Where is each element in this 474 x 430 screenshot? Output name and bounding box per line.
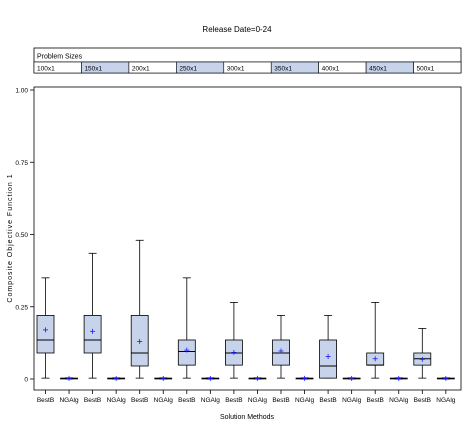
x-tick-label: NGAlg	[389, 397, 409, 404]
x-tick-label: BestB	[272, 397, 289, 404]
panel-header-label: Problem Sizes	[37, 54, 83, 61]
x-tick-label: BestB	[414, 397, 431, 404]
x-tick-label: BestB	[131, 397, 148, 404]
group-header-label: 300x1	[227, 66, 245, 73]
x-tick-label: NGAlg	[436, 397, 456, 404]
group-header-label: 150x1	[84, 66, 102, 73]
box-ngalg-300x1	[248, 375, 267, 381]
x-tick-label: NGAlg	[248, 397, 268, 404]
x-tick-label: NGAlg	[59, 397, 79, 404]
box-iqr	[83, 315, 102, 354]
box-bestb-450x1	[366, 302, 385, 379]
box-ngalg-500x1	[436, 375, 455, 381]
x-tick-label: NGAlg	[342, 397, 362, 404]
y-tick-label: 0	[24, 377, 28, 384]
x-tick-label: NGAlg	[295, 397, 315, 404]
box-ngalg-400x1	[342, 375, 361, 381]
x-tick-label: BestB	[225, 397, 242, 404]
x-tick-label: BestB	[178, 397, 195, 404]
group-header-label: 250x1	[179, 66, 197, 73]
group-header-label: 450x1	[369, 66, 387, 73]
box-bestb-300x1	[224, 302, 243, 379]
x-axis-label: Solution Methods	[220, 414, 275, 421]
x-tick-label: NGAlg	[201, 397, 221, 404]
group-header-label: 500x1	[417, 66, 435, 73]
x-tick-label: BestB	[84, 397, 101, 404]
box-ngalg-450x1	[389, 375, 408, 381]
box-bestb-400x1	[319, 315, 338, 379]
box-bestb-500x1	[413, 328, 432, 379]
box-ngalg-200x1	[154, 375, 173, 381]
y-tick-label: 0.25	[15, 304, 28, 311]
chart-title: Release Date=0-24	[202, 25, 272, 34]
x-axis: BestB NGAlg BestB NGAlg BestB NGAlg BestB NGAlg…	[37, 390, 456, 404]
y-axis-label: Composite Objective Function 1	[7, 173, 14, 302]
y-tick-label: 0.50	[15, 232, 28, 239]
group-header-cell	[413, 61, 462, 74]
plot-frame	[33, 86, 462, 391]
box-ngalg-350x1	[295, 375, 314, 381]
group-header-row: 100x1 150x1 200x1 250x1 300x1 350x1 400x1 450x1…	[33, 61, 462, 74]
box-ngalg-150x1	[107, 375, 126, 381]
group-header-label: 400x1	[322, 66, 340, 73]
group-header-label: 100x1	[37, 66, 55, 73]
box-bestb-200x1	[130, 239, 149, 379]
box-iqr	[319, 339, 338, 379]
y-axis: 0 0.25 0.50 0.75 1.00	[15, 88, 34, 384]
x-tick-label: BestB	[37, 397, 54, 404]
y-tick-label: 1.00	[15, 88, 28, 95]
x-tick-label: BestB	[319, 397, 336, 404]
box-bestb-350x1	[272, 315, 290, 379]
box-bestb-100x1	[36, 277, 55, 379]
x-tick-label: BestB	[367, 397, 384, 404]
group-header-label: 200x1	[132, 66, 150, 73]
box-ngalg-250x1	[201, 375, 220, 381]
x-tick-label: NGAlg	[154, 397, 174, 404]
x-tick-label: NGAlg	[107, 397, 127, 404]
box-iqr	[36, 315, 55, 354]
box-ngalg-100x1	[60, 375, 78, 381]
box-bestb-150x1	[83, 252, 102, 379]
box-series	[36, 239, 455, 381]
box-bestb-250x1	[177, 277, 196, 379]
y-tick-label: 0.75	[15, 160, 28, 167]
group-header-label: 350x1	[274, 66, 292, 73]
